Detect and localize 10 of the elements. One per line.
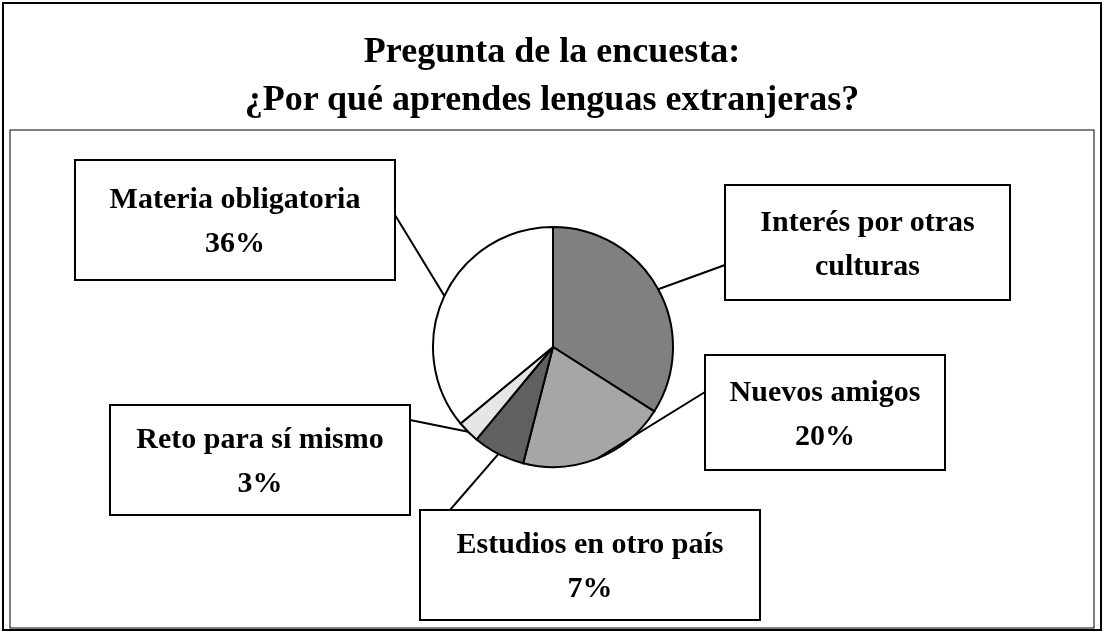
data-label: 7% [567,570,613,603]
chart-title: Pregunta de la encuesta: ¿Por qué aprendes lenguas extranjeras? [244,30,860,118]
data-label: 20% [795,417,855,451]
slice-label: Nuevos amigos [729,373,921,407]
slice-label: Interés por otras culturas [760,203,975,281]
slice-label: Reto para sí mismo [136,421,384,454]
slice-label: Materia obligatoria [109,181,361,214]
slice-label: Estudios en otro país [456,526,724,559]
data-label: 3% [237,465,283,498]
data-label: 36% [205,225,265,258]
